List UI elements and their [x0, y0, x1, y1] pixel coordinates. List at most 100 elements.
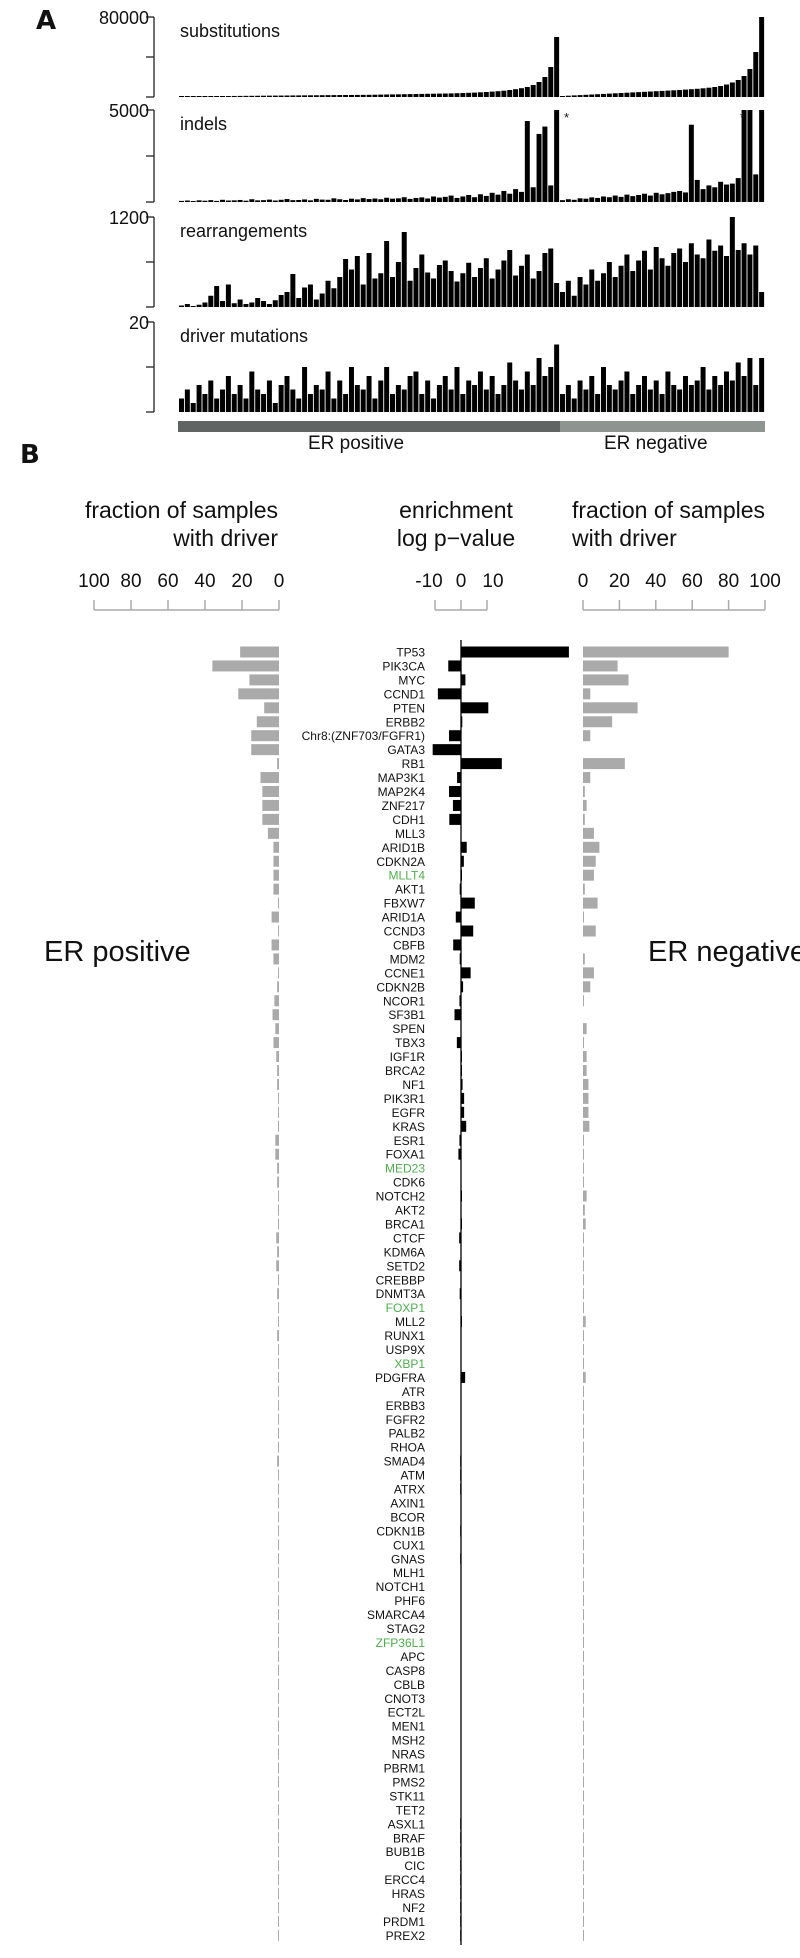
sample-bar [741, 110, 747, 202]
sample-bar [647, 91, 653, 97]
sample-bar [507, 193, 513, 202]
sample-bar [630, 394, 636, 412]
gene-label: ERCC4 [384, 1873, 425, 1887]
er-positive-fraction-bar [278, 1804, 279, 1816]
er-positive-fraction-bar [277, 1176, 279, 1188]
sample-bar [196, 96, 202, 97]
er-positive-fraction-bar [278, 1302, 279, 1314]
sample-bar [560, 292, 565, 307]
sample-bar [612, 93, 618, 97]
gene-label: ARID1A [382, 911, 425, 925]
er-positive-fraction-bar [273, 869, 279, 881]
sample-bar [595, 280, 601, 307]
sample-bar [354, 256, 360, 307]
y-tick-label: 1200 [109, 208, 149, 228]
enrichment-bar [460, 1553, 462, 1565]
er-negative-fraction-bar [583, 1595, 584, 1607]
er-negative-fraction-bar [583, 1441, 584, 1453]
left-axis-title: fraction of samples with driver [85, 496, 278, 552]
sample-bar [196, 385, 202, 412]
er-negative-fraction-bar [583, 1162, 584, 1174]
panel-b-letter: B [20, 440, 40, 470]
asterisk-annotation: * [564, 110, 569, 125]
enrichment-bar [460, 1902, 462, 1913]
sample-bar [542, 376, 548, 412]
er-negative-fraction-bar [583, 1874, 584, 1886]
sample-bar [460, 273, 466, 307]
sample-bar [548, 185, 554, 202]
sample-bar [518, 389, 524, 412]
enrichment-bar [459, 1134, 461, 1146]
gene-label: BRCA2 [385, 1064, 425, 1078]
enrichment-bar [460, 1455, 462, 1467]
sample-bar [354, 385, 360, 412]
sample-bar [202, 200, 208, 202]
enrichment-bar [461, 869, 462, 881]
enrichment-bar [461, 897, 475, 909]
sample-bar [343, 199, 349, 202]
gene-label: MDM2 [390, 952, 426, 966]
sample-bar [431, 278, 437, 307]
er-negative-fraction-bar [583, 702, 638, 714]
er-negative-fraction-bar [583, 869, 594, 881]
sample-bar [419, 254, 425, 307]
er-positive-fraction-bar [278, 1650, 279, 1662]
sample-bar [577, 198, 583, 202]
enrichment-bar [460, 1860, 462, 1872]
sample-bar [753, 385, 759, 412]
sample-bar [718, 181, 724, 202]
y-tick-label: 80000 [99, 8, 149, 28]
left-x-tick-label: 60 [157, 571, 178, 592]
sample-bar [677, 190, 683, 202]
sample-bar [477, 371, 483, 412]
gene-label: CDKN2B [376, 980, 425, 994]
er-positive-fraction-bar [278, 1776, 279, 1788]
er-positive-fraction-bar [251, 744, 279, 756]
sample-bar [419, 197, 425, 202]
sample-bar [366, 253, 372, 307]
er-positive-fraction-bar [277, 1065, 279, 1076]
panel-a-letter: A [36, 6, 57, 36]
er-positive-group-bar [178, 421, 560, 432]
gene-label: FOXA1 [386, 1148, 426, 1162]
gene-label: MAP2K4 [378, 785, 426, 799]
sample-bar [653, 192, 659, 202]
sample-bar [601, 93, 606, 97]
sample-bar [448, 93, 454, 97]
right-axis-title: fraction of samples with driver [572, 496, 765, 552]
sample-bar [513, 189, 519, 202]
sample-bar [401, 94, 407, 97]
sample-bar [196, 200, 202, 202]
gene-label: PIK3R1 [384, 1092, 426, 1106]
sample-bar [436, 197, 442, 202]
gene-label: ERBB2 [386, 715, 426, 729]
enrichment-bar [459, 953, 461, 965]
sample-bar [431, 196, 437, 202]
enrichment-bar [460, 1818, 462, 1830]
er-positive-fraction-bar [278, 1888, 279, 1900]
sample-bar [630, 196, 636, 202]
sample-bar [571, 398, 577, 412]
er-positive-fraction-bar [278, 1385, 279, 1397]
sample-bar [612, 277, 618, 307]
er-negative-fraction-bar [583, 1511, 584, 1523]
gene-label: ARID1B [382, 841, 425, 855]
sample-bar [513, 89, 519, 97]
sample-bar [331, 198, 337, 202]
gene-label: BRCA1 [385, 1217, 425, 1231]
er-negative-fraction-bar [583, 883, 585, 895]
gene-label: ZFP36L1 [376, 1636, 426, 1650]
sample-bar [196, 304, 202, 307]
gene-label: CDKN1B [376, 1524, 425, 1538]
sample-bar [548, 248, 554, 307]
er-negative-fraction-bar [583, 1650, 584, 1662]
gene-label: ECT2L [388, 1706, 426, 1720]
sample-bar [683, 376, 688, 412]
sample-bar [630, 271, 636, 307]
er-negative-fraction-bar [583, 1371, 586, 1383]
gene-label: MLL2 [395, 1315, 425, 1329]
sample-bar [665, 193, 671, 202]
sample-bar [272, 300, 278, 307]
er-positive-fraction-bar [278, 1609, 279, 1621]
er-negative-fraction-bar [583, 1148, 584, 1160]
